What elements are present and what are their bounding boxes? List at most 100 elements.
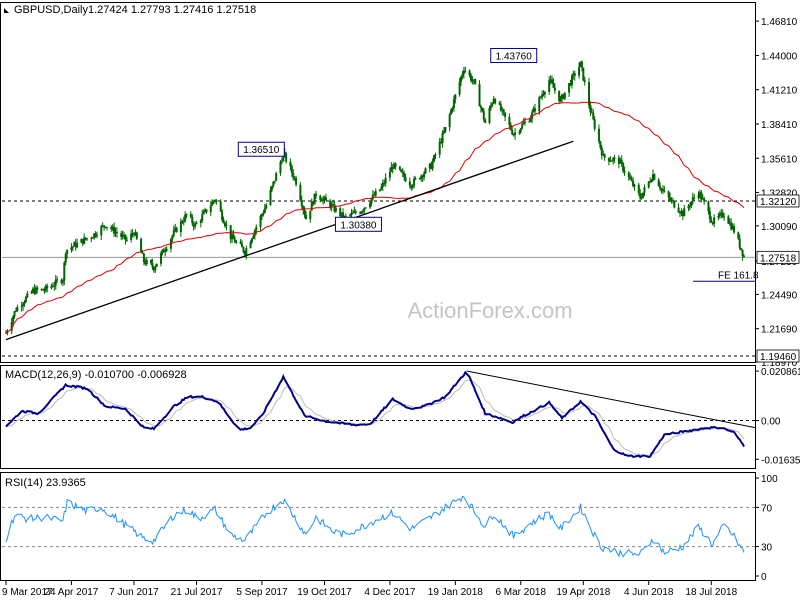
candle-body (219, 201, 222, 212)
watermark: ActionForex.com (407, 298, 572, 323)
candle-body (22, 304, 25, 307)
candle-body (559, 98, 562, 102)
candle-body (737, 232, 740, 239)
high-label-box-rect (490, 47, 538, 63)
candle-body (718, 213, 721, 216)
price-tick-label: 1.44000 (761, 52, 798, 63)
candle-body (711, 222, 714, 225)
candle-body (32, 288, 35, 292)
candle-body (255, 226, 258, 231)
candle-body (538, 97, 541, 112)
candle-body (251, 238, 253, 243)
candle-body (569, 83, 572, 86)
candle-body (548, 80, 551, 93)
candle-body (418, 178, 421, 180)
candle-body (191, 216, 194, 224)
candle-body (440, 141, 443, 143)
candle-body (403, 173, 406, 178)
candle-body (558, 90, 561, 102)
x-tick-label: 4 Jun 2018 (624, 587, 674, 598)
candle-body (221, 211, 224, 220)
candle-body (330, 204, 333, 208)
candle-body (663, 190, 666, 192)
candle-body (393, 163, 396, 169)
candle-body (541, 94, 544, 98)
candle-body (494, 98, 497, 104)
candle-body (433, 155, 436, 162)
candle-body (265, 204, 268, 209)
candle-body (63, 262, 66, 281)
candle-body (532, 108, 535, 113)
candle-body (332, 204, 335, 206)
candle-body (508, 116, 511, 125)
x-tick-label: 19 Apr 2018 (556, 587, 610, 598)
candle-body (741, 249, 744, 257)
candle-body (145, 259, 148, 265)
ohlc-label: 1.27424 1.27793 1.27416 1.27518 (88, 4, 256, 16)
candle-body (36, 287, 39, 290)
candle-body (313, 193, 316, 205)
candle-body (243, 251, 246, 255)
candle-body (86, 238, 89, 240)
sep-high-label-box: 1.36510 (237, 141, 285, 157)
candle-body (533, 108, 536, 112)
candle-body (324, 197, 327, 201)
candle-body (214, 200, 217, 202)
x-tick-label: 21 Jul 2017 (171, 587, 223, 598)
candle-body (633, 184, 636, 187)
fe-label: FE 161.8 (718, 270, 759, 281)
candle-body (478, 84, 481, 107)
x-tick-label: 19 Jan 2018 (428, 587, 483, 598)
candle-body (46, 285, 49, 289)
candle-body (438, 141, 441, 155)
candle-body (70, 247, 73, 250)
axes-layer: 1.46810 1.44000 1.41210 1.38410 1.35610 1.328… (2, 17, 800, 598)
candle-body (30, 291, 33, 294)
candle-body (552, 82, 555, 88)
candle-body (691, 197, 694, 202)
candle-body (570, 75, 573, 86)
candle-body (262, 212, 265, 215)
price-header: GBPUSD,Daily 1.27424 1.27793 1.27416 1.2… (4, 4, 256, 16)
candle-body (66, 249, 69, 254)
candle-body (499, 104, 502, 111)
candle-body (579, 61, 582, 68)
candle-body (414, 178, 417, 180)
candle-body (701, 198, 704, 200)
candle-body (677, 207, 680, 213)
candle-body (498, 103, 501, 105)
price-tick-label: 1.18970 (761, 358, 798, 369)
candle-body (172, 230, 175, 236)
candle-body (720, 212, 723, 214)
candle-body (154, 266, 157, 271)
candle-body (94, 233, 97, 236)
macd-tick-label: 0.020861 (761, 367, 800, 378)
candle-body (225, 225, 228, 227)
candle-body (481, 107, 484, 111)
candle-body (242, 247, 245, 252)
candle-body (471, 80, 474, 82)
candle-body (642, 192, 645, 198)
candle-body (272, 181, 275, 187)
candle-body (649, 181, 652, 183)
candle-body (369, 203, 372, 208)
candle-body (155, 263, 158, 267)
sep-high-label-box-text: 1.36510 (243, 145, 280, 156)
candle-body (381, 182, 384, 187)
candle-body (542, 93, 545, 95)
candle-body (290, 166, 293, 173)
candle-body (245, 248, 248, 255)
price-axis-box-label: 1.32120 (760, 197, 797, 208)
candle-body (141, 252, 144, 254)
candle-body (562, 94, 565, 99)
candle-body (329, 200, 332, 208)
candle-body (531, 112, 534, 119)
x-tick-label: 5 Sep 2017 (236, 587, 288, 598)
sep-high-label-box-rect (237, 141, 285, 157)
candle-body (20, 306, 23, 308)
high-label-box: 1.43760 (490, 47, 538, 63)
candle-body (707, 201, 710, 212)
candle-body (252, 235, 255, 239)
candle-body (504, 112, 507, 117)
candle-body (223, 223, 226, 226)
